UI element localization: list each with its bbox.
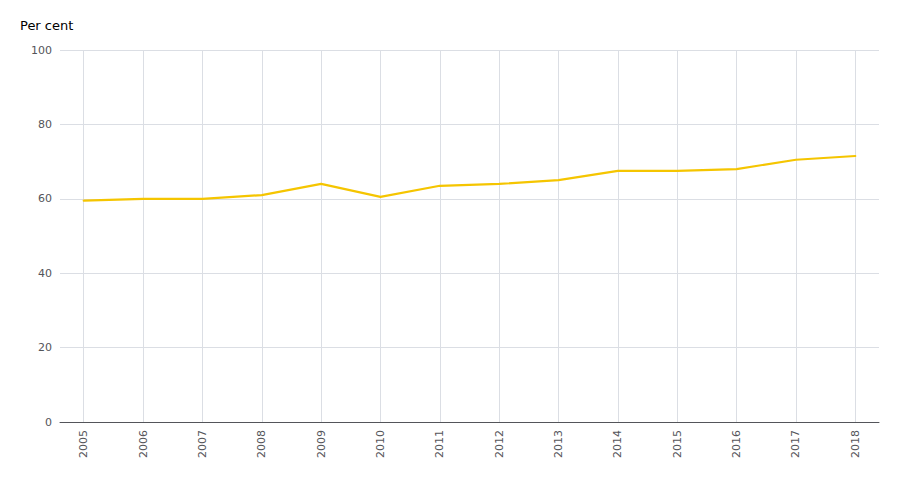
svg-text:2008: 2008 — [255, 430, 268, 458]
svg-text:2009: 2009 — [315, 430, 328, 458]
svg-text:2017: 2017 — [789, 430, 802, 458]
svg-text:100: 100 — [31, 44, 52, 57]
svg-text:2010: 2010 — [374, 430, 387, 458]
svg-text:20: 20 — [38, 341, 52, 354]
svg-text:60: 60 — [38, 192, 52, 205]
svg-text:0: 0 — [45, 416, 52, 429]
svg-text:2013: 2013 — [552, 430, 565, 458]
svg-text:2018: 2018 — [849, 430, 862, 458]
svg-text:80: 80 — [38, 118, 52, 131]
svg-text:2005: 2005 — [77, 430, 90, 458]
svg-text:2012: 2012 — [493, 430, 506, 458]
svg-text:2015: 2015 — [671, 430, 684, 458]
svg-text:40: 40 — [38, 267, 52, 280]
svg-text:2007: 2007 — [196, 430, 209, 458]
svg-text:Per cent: Per cent — [20, 18, 73, 33]
svg-text:2006: 2006 — [137, 430, 150, 458]
svg-text:2014: 2014 — [611, 430, 624, 458]
svg-text:2016: 2016 — [730, 430, 743, 458]
svg-text:2011: 2011 — [433, 430, 446, 458]
